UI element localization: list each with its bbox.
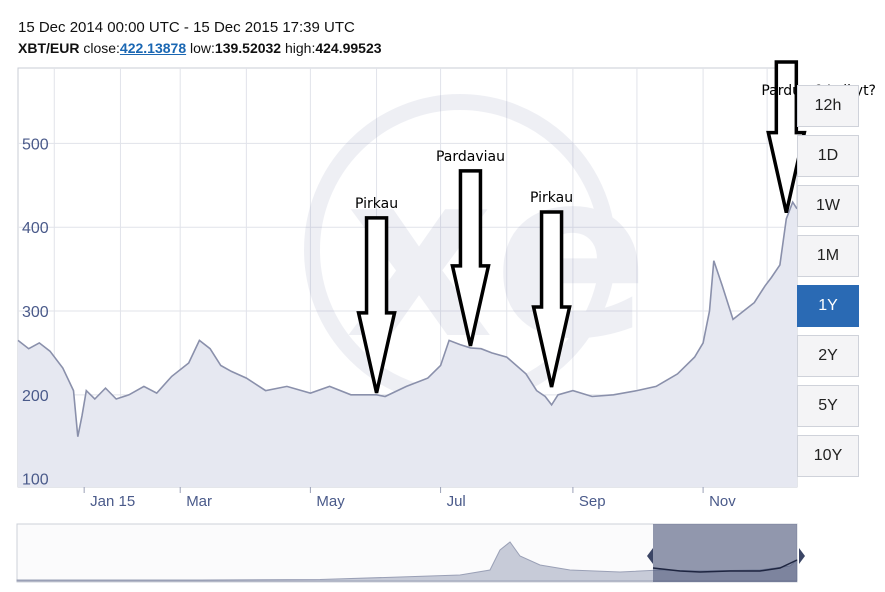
- y-tick-label: 300: [22, 304, 49, 321]
- x-tick-label: Jul: [447, 493, 466, 510]
- x-tick-label: Jan 15: [90, 493, 135, 510]
- price-chart[interactable]: xe 100 200 300 400 500 Jan 15 Mar May Jul Sep Nov…: [0, 60, 885, 515]
- price-area: [18, 202, 797, 487]
- y-tick-label: 100: [22, 472, 49, 489]
- y-tick-label: 400: [22, 220, 49, 237]
- xe-watermark-icon: xe: [304, 94, 649, 406]
- x-axis: Jan 15 Mar May Jul Sep Nov: [83, 487, 736, 510]
- x-tick-label: May: [316, 493, 345, 510]
- navigator-selection-line: [652, 559, 798, 573]
- annotation-label: Pirkau: [530, 190, 573, 206]
- high-value: 424.99523: [315, 40, 382, 56]
- y-axis: 100 200 300 400 500: [22, 136, 49, 488]
- price-line: [17, 200, 798, 437]
- annotation: Pardaviau: [436, 149, 505, 347]
- navigator-left-handle-icon[interactable]: [647, 548, 653, 564]
- down-arrow-icon: [450, 169, 491, 347]
- range-navigator[interactable]: [0, 520, 810, 585]
- range-button-1d[interactable]: 1D: [797, 135, 859, 177]
- range-button-12h[interactable]: 12h: [797, 85, 859, 127]
- range-button-1m[interactable]: 1M: [797, 235, 859, 277]
- date-range: 15 Dec 2014 00:00 UTC - 15 Dec 2015 17:3…: [18, 19, 355, 36]
- navigator-right-handle-icon[interactable]: [799, 548, 805, 564]
- chart-header: 15 Dec 2014 00:00 UTC - 15 Dec 2015 17:3…: [18, 18, 382, 58]
- annotation-label: Pirkau: [355, 196, 398, 212]
- high-label: high:: [284, 40, 316, 56]
- pair-label: XBT/EUR: [18, 40, 80, 56]
- x-tick-label: Nov: [709, 493, 736, 510]
- range-button-1y[interactable]: 1Y: [797, 285, 859, 327]
- annotation: Pirkau: [355, 196, 398, 394]
- down-arrow-icon: [766, 60, 807, 214]
- annotation-label: Pardaviau: [436, 149, 505, 165]
- close-label: close:: [83, 40, 120, 56]
- x-tick-label: Sep: [579, 493, 606, 510]
- range-button-1w[interactable]: 1W: [797, 185, 859, 227]
- low-value: 139.52032: [214, 40, 282, 56]
- range-button-5y[interactable]: 5Y: [797, 385, 859, 427]
- down-arrow-icon: [531, 210, 572, 388]
- annotation: Pirkau: [530, 190, 573, 388]
- low-label: low:: [190, 40, 215, 56]
- range-button-2y[interactable]: 2Y: [797, 335, 859, 377]
- range-button-10y[interactable]: 10Y: [797, 435, 859, 477]
- quote-summary: XBT/EUR close:422.13878 low:139.52032 hi…: [18, 38, 382, 58]
- y-tick-label: 200: [22, 388, 49, 405]
- range-selector: 12h 1D 1W 1M 1Y 2Y 5Y 10Y: [797, 85, 859, 485]
- svg-text:xe: xe: [345, 123, 649, 390]
- down-arrow-icon: [356, 216, 397, 394]
- x-tick-label: Mar: [186, 493, 212, 510]
- navigator-selection[interactable]: [653, 524, 797, 582]
- y-tick-label: 500: [22, 136, 49, 153]
- close-value-link[interactable]: 422.13878: [119, 40, 187, 56]
